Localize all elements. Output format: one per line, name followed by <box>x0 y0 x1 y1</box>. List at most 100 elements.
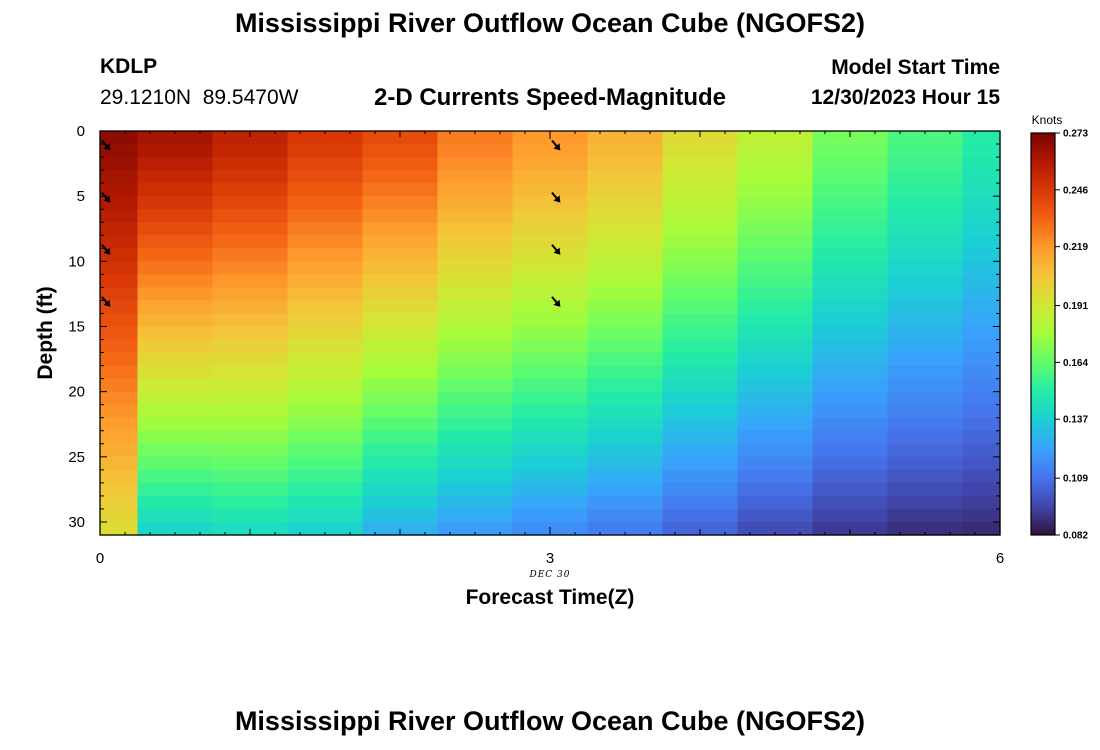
heatmap-cell <box>887 482 964 497</box>
heatmap-cell <box>512 417 589 432</box>
heatmap-cell <box>287 352 364 367</box>
heatmap-cell <box>737 196 814 210</box>
heatmap-cell <box>137 430 214 445</box>
heatmap-cell <box>662 170 739 184</box>
heatmap-cell <box>812 157 889 171</box>
heatmap-cell <box>662 495 739 510</box>
heatmap-cell <box>212 417 289 432</box>
heatmap-cell <box>737 261 814 275</box>
heatmap-cell <box>287 248 364 262</box>
heatmap-cell <box>812 508 889 523</box>
heatmap-cell <box>137 170 214 184</box>
heatmap-cell <box>437 417 514 432</box>
heatmap-cell <box>587 287 664 302</box>
heatmap-cell <box>212 170 289 184</box>
heatmap-cell <box>587 378 664 393</box>
heatmap-cell <box>512 248 589 262</box>
heatmap-cell <box>137 482 214 497</box>
heatmap-cell <box>662 274 739 288</box>
heatmap-cell <box>437 313 514 328</box>
heatmap-cell <box>137 365 214 380</box>
heatmap-cell <box>137 274 214 288</box>
heatmap-cell <box>437 235 514 249</box>
heatmap-cell <box>962 170 1001 184</box>
colorbar-tick-label: 0.082 <box>1063 531 1088 542</box>
heatmap-cell <box>887 417 964 432</box>
heatmap-cell <box>100 261 139 275</box>
heatmap-cell <box>962 326 1001 341</box>
heatmap-cell <box>587 235 664 249</box>
heatmap-cell <box>437 469 514 484</box>
heatmap-cell <box>737 157 814 171</box>
heatmap-cell <box>887 313 964 328</box>
heatmap-cell <box>437 508 514 523</box>
heatmap-cell <box>662 521 739 536</box>
heatmap-cell <box>437 287 514 302</box>
heatmap-cell <box>887 222 964 236</box>
heatmap-cell <box>812 248 889 262</box>
heatmap-cell <box>587 482 664 497</box>
heatmap-cell <box>287 495 364 510</box>
heatmap-cell <box>362 404 439 419</box>
heatmap-cell <box>137 261 214 275</box>
heatmap-cell <box>137 196 214 210</box>
heatmap-cell <box>512 313 589 328</box>
heatmap-cell <box>287 365 364 380</box>
heatmap-cell <box>212 352 289 367</box>
heatmap-cell <box>137 339 214 354</box>
heatmap-cell <box>587 326 664 341</box>
heatmap-cell <box>137 144 214 158</box>
heatmap-cell <box>962 378 1001 393</box>
heatmap-cell <box>887 235 964 249</box>
heatmap-cell <box>962 248 1001 262</box>
heatmap-cell <box>587 274 664 288</box>
heatmap-cell <box>137 183 214 197</box>
heatmap-cell <box>512 170 589 184</box>
heatmap-cell <box>100 391 139 406</box>
heatmap-cell <box>737 495 814 510</box>
heatmap-cell <box>662 391 739 406</box>
heatmap-cell <box>812 209 889 223</box>
heatmap-cell <box>662 482 739 497</box>
heatmap-cell <box>287 339 364 354</box>
heatmap-cell <box>962 209 1001 223</box>
heatmap-cell <box>512 365 589 380</box>
heatmap-cell <box>662 235 739 249</box>
heatmap-cell <box>662 326 739 341</box>
heatmap-cell <box>437 456 514 471</box>
heatmap-cell <box>737 326 814 341</box>
heatmap-cell <box>287 144 364 158</box>
heatmap-cell <box>137 469 214 484</box>
heatmap-cell <box>100 209 139 223</box>
heatmap-cell <box>962 456 1001 471</box>
heatmap-cell <box>887 144 964 158</box>
heatmap-cell <box>887 469 964 484</box>
heatmap-cell <box>287 157 364 171</box>
heatmap-cell <box>737 482 814 497</box>
heatmap-cell <box>512 339 589 354</box>
heatmap-cell <box>887 508 964 523</box>
heatmap-cell <box>362 482 439 497</box>
heatmap-cell <box>737 352 814 367</box>
current-arrow <box>551 192 561 203</box>
heatmap-cell <box>100 339 139 354</box>
heatmap-cell <box>212 443 289 458</box>
heatmap-cell <box>212 469 289 484</box>
heatmap-cell <box>362 326 439 341</box>
colorbar-tick-label: 0.137 <box>1063 415 1088 426</box>
heatmap-cell <box>137 326 214 341</box>
heatmap-cell <box>287 404 364 419</box>
heatmap-cell <box>287 209 364 223</box>
heatmap-cell <box>287 443 364 458</box>
heatmap-cell <box>662 430 739 445</box>
heatmap-cell <box>887 521 964 536</box>
heatmap-cell <box>737 430 814 445</box>
heatmap-cell <box>587 404 664 419</box>
heatmap-cell <box>662 157 739 171</box>
heatmap-cell <box>512 469 589 484</box>
heatmap-cell <box>587 391 664 406</box>
heatmap-cell <box>137 417 214 432</box>
heatmap-cell <box>887 456 964 471</box>
heatmap-cell <box>287 417 364 432</box>
heatmap-cell <box>512 222 589 236</box>
